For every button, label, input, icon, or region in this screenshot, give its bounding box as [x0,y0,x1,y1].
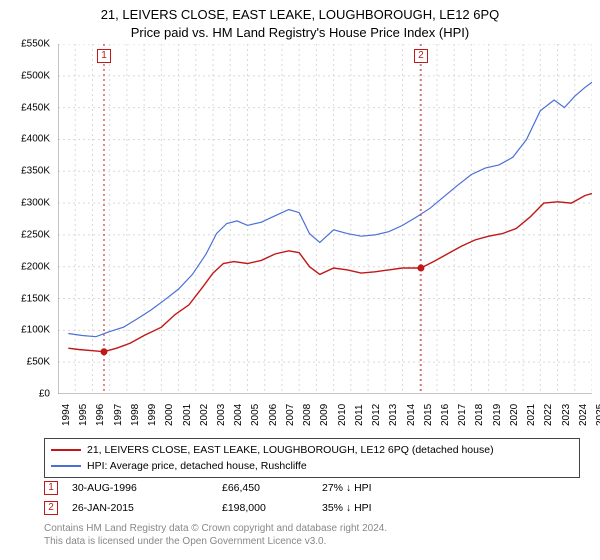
y-tick-label: £500K [21,70,50,81]
y-tick-label: £250K [21,229,50,240]
chart-marker-label: 2 [414,49,428,63]
y-axis-labels: £0£50K£100K£150K£200K£250K£300K£350K£400… [0,44,54,394]
legend-swatch [51,465,81,467]
x-tick-label: 2005 [250,404,261,426]
x-tick-label: 2012 [371,404,382,426]
footnote-line2: This data is licensed under the Open Gov… [44,535,580,548]
x-tick-label: 1996 [95,404,106,426]
x-tick-label: 1999 [147,404,158,426]
transaction-date: 30-AUG-1996 [72,482,222,494]
x-tick-label: 2003 [216,404,227,426]
legend-swatch [51,449,81,451]
footnote-line1: Contains HM Land Registry data © Crown c… [44,522,580,535]
x-tick-label: 2010 [337,404,348,426]
x-tick-label: 2015 [423,404,434,426]
x-tick-label: 1995 [78,404,89,426]
x-tick-label: 2019 [492,404,503,426]
x-tick-label: 2018 [474,404,485,426]
x-tick-label: 2023 [561,404,572,426]
x-tick-label: 2009 [319,404,330,426]
chart-title: 21, LEIVERS CLOSE, EAST LEAKE, LOUGHBORO… [0,0,600,41]
y-tick-label: £150K [21,293,50,304]
x-tick-label: 2013 [388,404,399,426]
y-tick-label: £0 [39,389,50,400]
x-tick-label: 1997 [113,404,124,426]
legend-item-hpi: HPI: Average price, detached house, Rush… [51,458,573,474]
y-tick-label: £200K [21,261,50,272]
y-tick-label: £550K [21,39,50,50]
y-tick-label: £400K [21,134,50,145]
x-tick-label: 2014 [406,404,417,426]
transaction-price: £66,450 [222,482,322,494]
legend-item-property: 21, LEIVERS CLOSE, EAST LEAKE, LOUGHBORO… [51,442,573,458]
legend-label: 21, LEIVERS CLOSE, EAST LEAKE, LOUGHBORO… [87,444,494,456]
y-tick-label: £350K [21,166,50,177]
transaction-row: 2 26-JAN-2015 £198,000 35% ↓ HPI [44,498,580,518]
transaction-marker-icon: 1 [44,481,58,495]
transaction-price: £198,000 [222,502,322,514]
y-tick-label: £50K [27,357,50,368]
title-address: 21, LEIVERS CLOSE, EAST LEAKE, LOUGHBORO… [0,6,600,24]
transaction-marker-icon: 2 [44,501,58,515]
transaction-table: 1 30-AUG-1996 £66,450 27% ↓ HPI 2 26-JAN… [44,478,580,518]
x-tick-label: 2021 [526,404,537,426]
x-tick-label: 2008 [302,404,313,426]
y-tick-label: £300K [21,198,50,209]
x-tick-label: 2017 [457,404,468,426]
x-tick-label: 2001 [182,404,193,426]
x-tick-label: 2024 [578,404,589,426]
x-tick-label: 1998 [130,404,141,426]
x-tick-label: 2007 [285,404,296,426]
transaction-delta: 35% ↓ HPI [322,502,442,514]
x-tick-label: 1994 [61,404,72,426]
legend-label: HPI: Average price, detached house, Rush… [87,460,307,472]
x-tick-label: 2002 [199,404,210,426]
x-tick-label: 2004 [233,404,244,426]
legend: 21, LEIVERS CLOSE, EAST LEAKE, LOUGHBORO… [44,438,580,478]
chart-svg [58,44,592,394]
transaction-row: 1 30-AUG-1996 £66,450 27% ↓ HPI [44,478,580,498]
chart-plot-area [58,44,592,394]
x-axis-labels: 1994 1995 1996 1997 1998 1999 2000 2001 2002 2003… [58,396,592,436]
x-tick-label: 2016 [440,404,451,426]
y-tick-label: £450K [21,102,50,113]
x-tick-label: 2020 [509,404,520,426]
x-tick-label: 2011 [354,404,365,426]
y-tick-label: £100K [21,325,50,336]
transaction-date: 26-JAN-2015 [72,502,222,514]
x-tick-label: 2022 [543,404,554,426]
x-tick-label: 2006 [268,404,279,426]
x-tick-label: 2000 [164,404,175,426]
x-tick-label: 2025 [595,404,600,426]
chart-marker-label: 1 [97,49,111,63]
title-subtitle: Price paid vs. HM Land Registry's House … [0,24,600,42]
footnote: Contains HM Land Registry data © Crown c… [44,522,580,548]
transaction-delta: 27% ↓ HPI [322,482,442,494]
